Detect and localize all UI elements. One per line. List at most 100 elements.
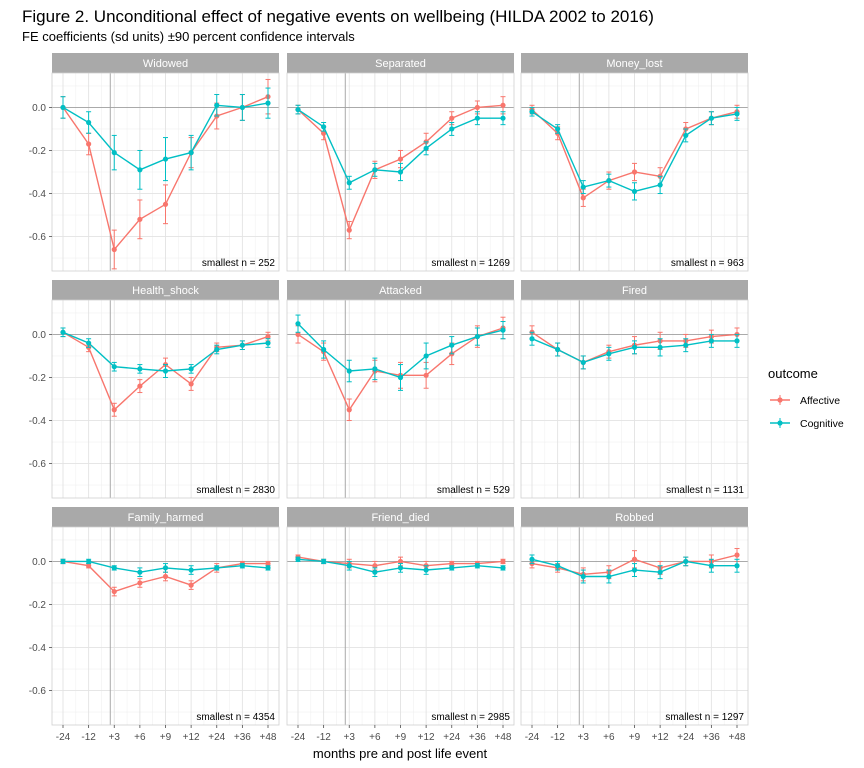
x-tick-label: +36 <box>234 732 251 743</box>
x-tick-label: +9 <box>629 732 641 743</box>
x-tick-label: +48 <box>260 732 277 743</box>
data-point <box>188 150 194 156</box>
facet-strip <box>52 280 279 300</box>
facet-strip-label: Separated <box>375 58 426 70</box>
x-tick-label: +6 <box>603 732 615 743</box>
data-point <box>631 188 638 194</box>
facet-strip <box>521 507 748 527</box>
data-point <box>321 558 327 565</box>
x-tick-label: +36 <box>469 732 486 743</box>
legend-entry-cognitive: Cognitive <box>770 418 844 430</box>
x-tick-label: +12 <box>418 732 435 743</box>
data-point <box>449 115 455 121</box>
data-point <box>683 132 689 139</box>
facet-strip-label: Widowed <box>143 58 188 70</box>
data-point <box>137 216 143 222</box>
data-point <box>580 359 586 366</box>
facet-panel-family-harmed: Family_harmed smallest n = 4354 <box>51 507 280 726</box>
y-tick-label: -0.6 <box>29 232 47 243</box>
data-point <box>397 374 404 381</box>
facet-strip-label: Fired <box>622 285 647 297</box>
data-point <box>86 558 92 565</box>
y-tick-label: -0.4 <box>29 643 47 654</box>
data-point <box>423 372 429 378</box>
data-point <box>265 560 271 567</box>
data-point <box>734 552 740 558</box>
data-point <box>631 169 638 175</box>
data-point <box>188 366 194 372</box>
facet-strip-label: Friend_died <box>371 512 429 524</box>
smallest-n-label: smallest n = 2830 <box>196 485 275 496</box>
panel-border <box>520 72 749 272</box>
data-point <box>188 582 194 588</box>
series-cognitive <box>60 87 271 190</box>
smallest-n-label: smallest n = 1297 <box>665 712 744 723</box>
series-cognitive <box>529 554 740 584</box>
data-point <box>529 556 535 562</box>
x-tick-label: +36 <box>703 732 720 743</box>
data-point <box>137 366 143 372</box>
data-point <box>474 333 480 340</box>
data-point <box>708 563 714 569</box>
data-point <box>295 556 301 562</box>
chart-subtitle: FE coefficients (sd units) ±90 percent c… <box>22 29 355 44</box>
x-tick-label: +24 <box>208 732 225 743</box>
data-point <box>372 563 378 569</box>
data-point <box>265 100 271 106</box>
data-point <box>214 346 220 353</box>
facet-strip-label: Attacked <box>379 285 422 297</box>
data-point <box>708 115 714 121</box>
data-point <box>60 329 66 335</box>
data-point <box>500 558 506 565</box>
y-tick-label: -0.4 <box>29 416 47 427</box>
x-tick-label: +48 <box>729 732 746 743</box>
legend-entry-label: Affective <box>800 395 840 407</box>
facet-panel-robbed: Robbed smallest n = 1297 <box>520 507 749 726</box>
facet-strip <box>52 507 279 527</box>
data-point <box>423 353 429 359</box>
x-tick-label: +6 <box>134 732 146 743</box>
data-point <box>449 342 455 348</box>
data-point <box>346 563 352 569</box>
data-point <box>474 104 480 111</box>
data-point <box>86 119 92 126</box>
data-point <box>500 102 506 108</box>
data-point <box>239 563 245 569</box>
x-tick-label: +6 <box>369 732 381 743</box>
legend-key-point <box>777 397 783 403</box>
data-point <box>346 407 352 413</box>
data-point <box>111 565 117 571</box>
data-point <box>372 366 378 372</box>
y-tick-label: -0.2 <box>29 373 47 384</box>
data-point <box>734 563 740 569</box>
data-point <box>657 182 663 188</box>
data-point <box>111 150 117 156</box>
facet-strip <box>521 280 748 300</box>
series-cognitive <box>529 106 740 201</box>
y-tick-label: -0.6 <box>29 459 47 470</box>
legend-key-point <box>777 420 783 426</box>
data-point <box>423 145 429 151</box>
data-point <box>734 338 740 344</box>
x-tick-label: +24 <box>677 732 694 743</box>
x-tick-label: -12 <box>316 732 331 743</box>
smallest-n-label: smallest n = 4354 <box>196 712 275 723</box>
data-point <box>397 156 404 162</box>
smallest-n-label: smallest n = 1131 <box>666 485 744 496</box>
data-point <box>449 565 455 571</box>
legend-title: outcome <box>768 366 818 381</box>
x-tick-label: +9 <box>395 732 407 743</box>
x-tick-label: +3 <box>344 732 356 743</box>
data-point <box>372 167 378 173</box>
data-point <box>321 130 327 136</box>
data-point <box>86 340 92 346</box>
data-point <box>657 344 663 350</box>
data-point <box>162 573 169 580</box>
data-point <box>734 111 740 117</box>
facet-strip-label: Robbed <box>615 512 654 524</box>
data-point <box>580 573 586 580</box>
data-point <box>295 106 301 113</box>
data-point <box>346 227 352 233</box>
data-point <box>111 246 117 253</box>
